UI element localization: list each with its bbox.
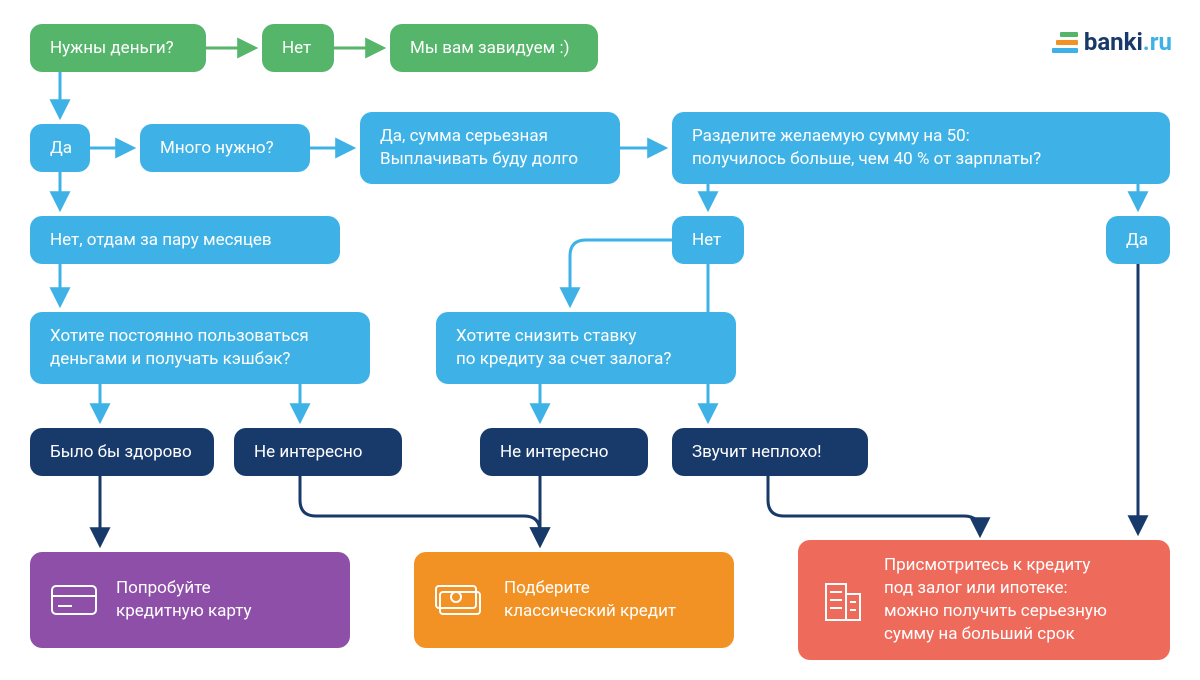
node-cb_no: Не интересно <box>234 428 402 476</box>
node-res_card: Попробуйте кредитную карту <box>30 552 350 648</box>
edge-18 <box>768 476 980 534</box>
node-q_collateral: Хотите снизить ставку по кредиту за счет… <box>436 312 736 384</box>
node-label: Много нужно? <box>160 137 274 160</box>
money-icon <box>434 580 486 620</box>
logo-text-suffix: .ru <box>1143 28 1172 56</box>
node-label: Хотите снизить ставку по кредиту за счет… <box>456 325 671 371</box>
node-div_no: Нет <box>672 216 744 264</box>
banki-logo: banki.ru <box>1052 28 1172 56</box>
node-q_divide: Разделите желаемую сумму на 50: получило… <box>672 112 1170 184</box>
logo-bars-icon <box>1052 30 1078 54</box>
node-ans_serious: Да, сумма серьезная Выплачивать буду дол… <box>360 112 620 184</box>
node-col_yes: Звучит неплохо! <box>672 428 868 476</box>
node-label: Нет <box>692 229 721 252</box>
node-label: Мы вам завидуем :) <box>410 37 570 60</box>
node-label: Присмотритесь к кредиту под залог или ип… <box>884 554 1107 646</box>
node-label: Нет, отдам за пару месяцев <box>50 229 272 252</box>
node-label: Да <box>1126 229 1148 252</box>
node-label: Разделите желаемую сумму на 50: получило… <box>692 125 1041 171</box>
node-label: Попробуйте кредитную карту <box>116 577 252 623</box>
flowchart-canvas: Нужны деньги? Нет Мы вам завидуем :) Да Мног… <box>0 0 1200 680</box>
node-label: Нужны деньги? <box>50 37 174 60</box>
node-label: Да <box>50 137 72 160</box>
node-label: Было бы здорово <box>50 441 192 464</box>
node-label: Подберите классический кредит <box>504 577 676 623</box>
node-cb_yes: Было бы здорово <box>30 428 214 476</box>
node-label: Не интересно <box>500 441 608 464</box>
node-div_yes: Да <box>1106 216 1170 264</box>
building-icon <box>818 576 866 624</box>
node-q_much: Много нужно? <box>140 124 310 172</box>
card-icon <box>50 582 98 618</box>
node-ans_no: Нет <box>262 24 334 72</box>
node-label: Хотите постоянно пользоваться деньгами и… <box>50 325 309 371</box>
node-label: Нет <box>282 37 311 60</box>
node-q_cashback: Хотите постоянно пользоваться деньгами и… <box>30 312 370 384</box>
edge-16 <box>300 476 540 544</box>
node-label: Звучит неплохо! <box>692 441 822 464</box>
node-ans_few: Нет, отдам за пару месяцев <box>30 216 340 264</box>
node-res_classic: Подберите классический кредит <box>414 552 734 648</box>
node-label: Не интересно <box>254 441 362 464</box>
node-res_secured: Присмотритесь к кредиту под залог или ип… <box>798 540 1170 660</box>
node-ans_yes: Да <box>30 124 90 172</box>
node-q_money: Нужны деньги? <box>30 24 206 72</box>
node-label: Да, сумма серьезная Выплачивать буду дол… <box>380 125 578 171</box>
edge-10 <box>570 240 672 304</box>
node-col_no: Не интересно <box>480 428 648 476</box>
node-envy: Мы вам завидуем :) <box>390 24 598 72</box>
logo-text-main: banki <box>1084 28 1143 56</box>
